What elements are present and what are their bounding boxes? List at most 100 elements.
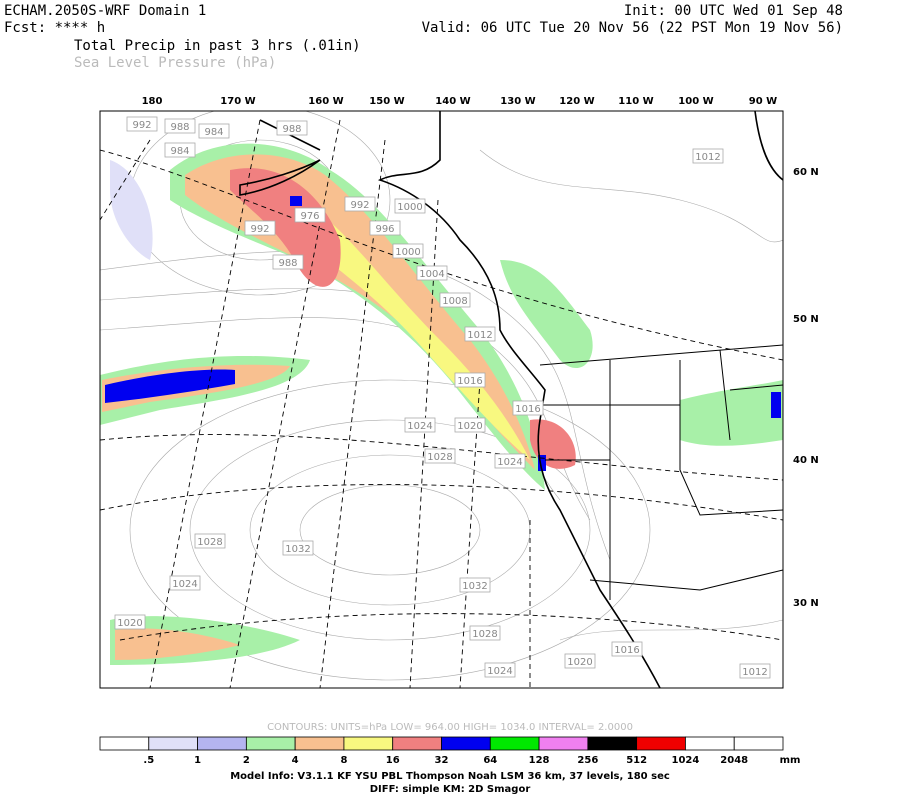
colorbar-label: 16 — [386, 755, 400, 766]
contour-label: 992 — [250, 224, 269, 235]
colorbar-label: 256 — [577, 755, 598, 766]
contour-label: 1004 — [419, 269, 444, 280]
colorbar-unit: mm — [780, 755, 801, 766]
contour-label: 1016 — [457, 376, 482, 387]
colorbar-label: 8 — [340, 755, 347, 766]
contour-label: 1020 — [457, 421, 482, 432]
contour-label-box — [282, 540, 314, 556]
contour-label-box — [484, 662, 516, 678]
contour-label: 1024 — [487, 666, 512, 677]
longitude-label: 110 W — [618, 96, 653, 107]
contour-label: 988 — [278, 258, 297, 269]
contour-label-box — [164, 118, 196, 134]
colorbar-swatch — [392, 736, 442, 751]
colorbar-swatch — [489, 736, 540, 751]
contour-label: 1024 — [172, 579, 197, 590]
longitude-label: 180 — [142, 96, 163, 107]
init-time: Init: 00 UTC Wed 01 Sep 48 — [624, 3, 843, 19]
contour-label: 992 — [350, 200, 369, 211]
contour-label: 1012 — [742, 667, 767, 678]
contour-label: 1028 — [427, 452, 452, 463]
colorbar-swatch — [148, 736, 198, 751]
latitude-label: 40 N — [793, 455, 819, 466]
contour-label-box — [344, 196, 376, 212]
contour-label: 1028 — [472, 629, 497, 640]
contour-label: 1000 — [395, 247, 420, 258]
colorbar-label: 2 — [243, 755, 250, 766]
contour-label: 992 — [132, 120, 151, 131]
field-name: Total Precip in past 3 hrs (.01in) — [74, 38, 361, 54]
contour-label-box — [469, 625, 501, 641]
colorbar-swatch — [636, 736, 686, 751]
colorbar-swatch — [733, 736, 784, 751]
contour-label: 1024 — [497, 457, 522, 468]
colorbar: .5 1 2 4 8 16 32 64 128 256 512 1024 2048 mm — [99, 736, 801, 766]
colorbar-label: 32 — [435, 755, 449, 766]
colorbar-label: 512 — [626, 755, 647, 766]
contour-label-box — [369, 220, 401, 236]
contour-label-box — [244, 220, 276, 236]
colorbar-swatch — [343, 736, 394, 751]
map: 180 170 W 160 W 150 W 140 W 130 W 120 W 110 W 10… — [99, 96, 819, 689]
contour-label: 988 — [282, 124, 301, 135]
colorbar-swatch — [587, 736, 638, 751]
longitude-label: 100 W — [678, 96, 713, 107]
contour-label: 988 — [170, 122, 189, 133]
contour-label-box — [194, 533, 226, 549]
contour-label-box — [198, 123, 230, 139]
field-name: Sea Level Pressure (hPa) — [74, 55, 276, 71]
map-frame — [99, 110, 784, 689]
longitude-label: 160 W — [308, 96, 343, 107]
latitude-label: 30 N — [793, 598, 819, 609]
contour-label-box — [454, 372, 486, 388]
model-info: Model Info: V3.1.1 KF YSU PBL Thompson N… — [230, 771, 670, 782]
colorbar-label: 64 — [483, 755, 497, 766]
contour-label-box — [394, 198, 426, 214]
valid-time: Valid: 06 UTC Tue 20 Nov 56 (22 PST Mon … — [422, 20, 843, 36]
contour-label-box — [739, 663, 771, 679]
contour-label-box — [692, 148, 724, 164]
contour-info: CONTOURS: UNITS=hPa LOW= 964.00 HIGH= 10… — [267, 722, 633, 733]
contour-label: 976 — [300, 211, 319, 222]
forecast-hour: Fcst: **** h — [4, 20, 105, 36]
contour-label-box — [459, 577, 491, 593]
latitude-label: 50 N — [793, 314, 819, 325]
contour-label-box — [272, 254, 304, 270]
colorbar-label: .5 — [143, 755, 154, 766]
colorbar-swatch — [441, 736, 491, 751]
colorbar-swatch — [294, 736, 345, 751]
colorbar-label: 1024 — [672, 755, 700, 766]
longitude-label: 140 W — [435, 96, 470, 107]
colorbar-label: 128 — [529, 755, 550, 766]
contour-label: 996 — [375, 224, 394, 235]
contour-label: 1020 — [117, 618, 142, 629]
colorbar-label: 1 — [194, 755, 201, 766]
contour-label: 1016 — [614, 645, 639, 656]
longitude-label: 150 W — [369, 96, 404, 107]
contour-label: 1020 — [567, 657, 592, 668]
model-info: DIFF: simple KM: 2D Smagor — [370, 784, 531, 795]
lat-lon-grid — [100, 119, 783, 688]
contour-label-box — [564, 653, 596, 669]
contour-label-box — [512, 400, 544, 416]
colorbar-label: 2048 — [720, 755, 748, 766]
borders — [539, 344, 783, 600]
contour-label-box — [611, 641, 643, 657]
contour-label-box — [164, 142, 196, 158]
colorbar-swatch — [538, 736, 589, 751]
contour-label: 1024 — [407, 421, 432, 432]
contour-label-box — [114, 614, 146, 630]
contour-label: 1012 — [695, 152, 720, 163]
contour-label: 1000 — [397, 202, 422, 213]
contour-label: 984 — [170, 146, 189, 157]
contour-label-box — [294, 207, 326, 223]
contour-label-box — [169, 575, 201, 591]
colorbar-swatch — [197, 736, 247, 751]
contour-label-box — [416, 265, 448, 281]
contour-label: 1032 — [285, 544, 310, 555]
contour-label: 1016 — [515, 404, 540, 415]
longitude-label: 170 W — [220, 96, 255, 107]
contour-label-box — [276, 120, 308, 136]
contour-label-box — [392, 243, 424, 259]
